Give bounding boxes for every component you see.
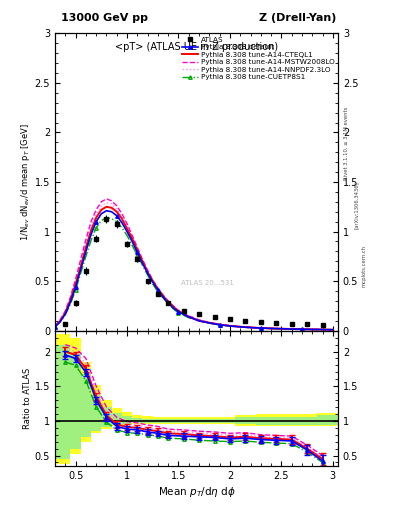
Text: 13000 GeV pp: 13000 GeV pp — [61, 13, 148, 23]
Y-axis label: Ratio to ATLAS: Ratio to ATLAS — [23, 368, 32, 429]
Legend: ATLAS, Pythia 8.308 default, Pythia 8.308 tune-A14-CTEQL1, Pythia 8.308 tune-A14: ATLAS, Pythia 8.308 default, Pythia 8.30… — [180, 35, 336, 82]
Text: Z (Drell-Yan): Z (Drell-Yan) — [259, 13, 336, 23]
X-axis label: Mean $p_T$/d$\eta$ d$\phi$: Mean $p_T$/d$\eta$ d$\phi$ — [158, 485, 235, 499]
Text: <pT> (ATLAS UE in Z production): <pT> (ATLAS UE in Z production) — [115, 42, 278, 52]
Text: Rivet 3.1.10, ≥ 3.1M events: Rivet 3.1.10, ≥ 3.1M events — [344, 106, 349, 180]
Text: [arXiv:1306.3436]: [arXiv:1306.3436] — [354, 181, 359, 229]
Y-axis label: 1/N$_{ev}$ dN$_{ev}$/d mean p$_T$ [GeV]: 1/N$_{ev}$ dN$_{ev}$/d mean p$_T$ [GeV] — [19, 123, 32, 241]
Text: ATLAS 20...531: ATLAS 20...531 — [182, 280, 234, 286]
Text: mcplots.cern.ch: mcplots.cern.ch — [362, 245, 367, 287]
